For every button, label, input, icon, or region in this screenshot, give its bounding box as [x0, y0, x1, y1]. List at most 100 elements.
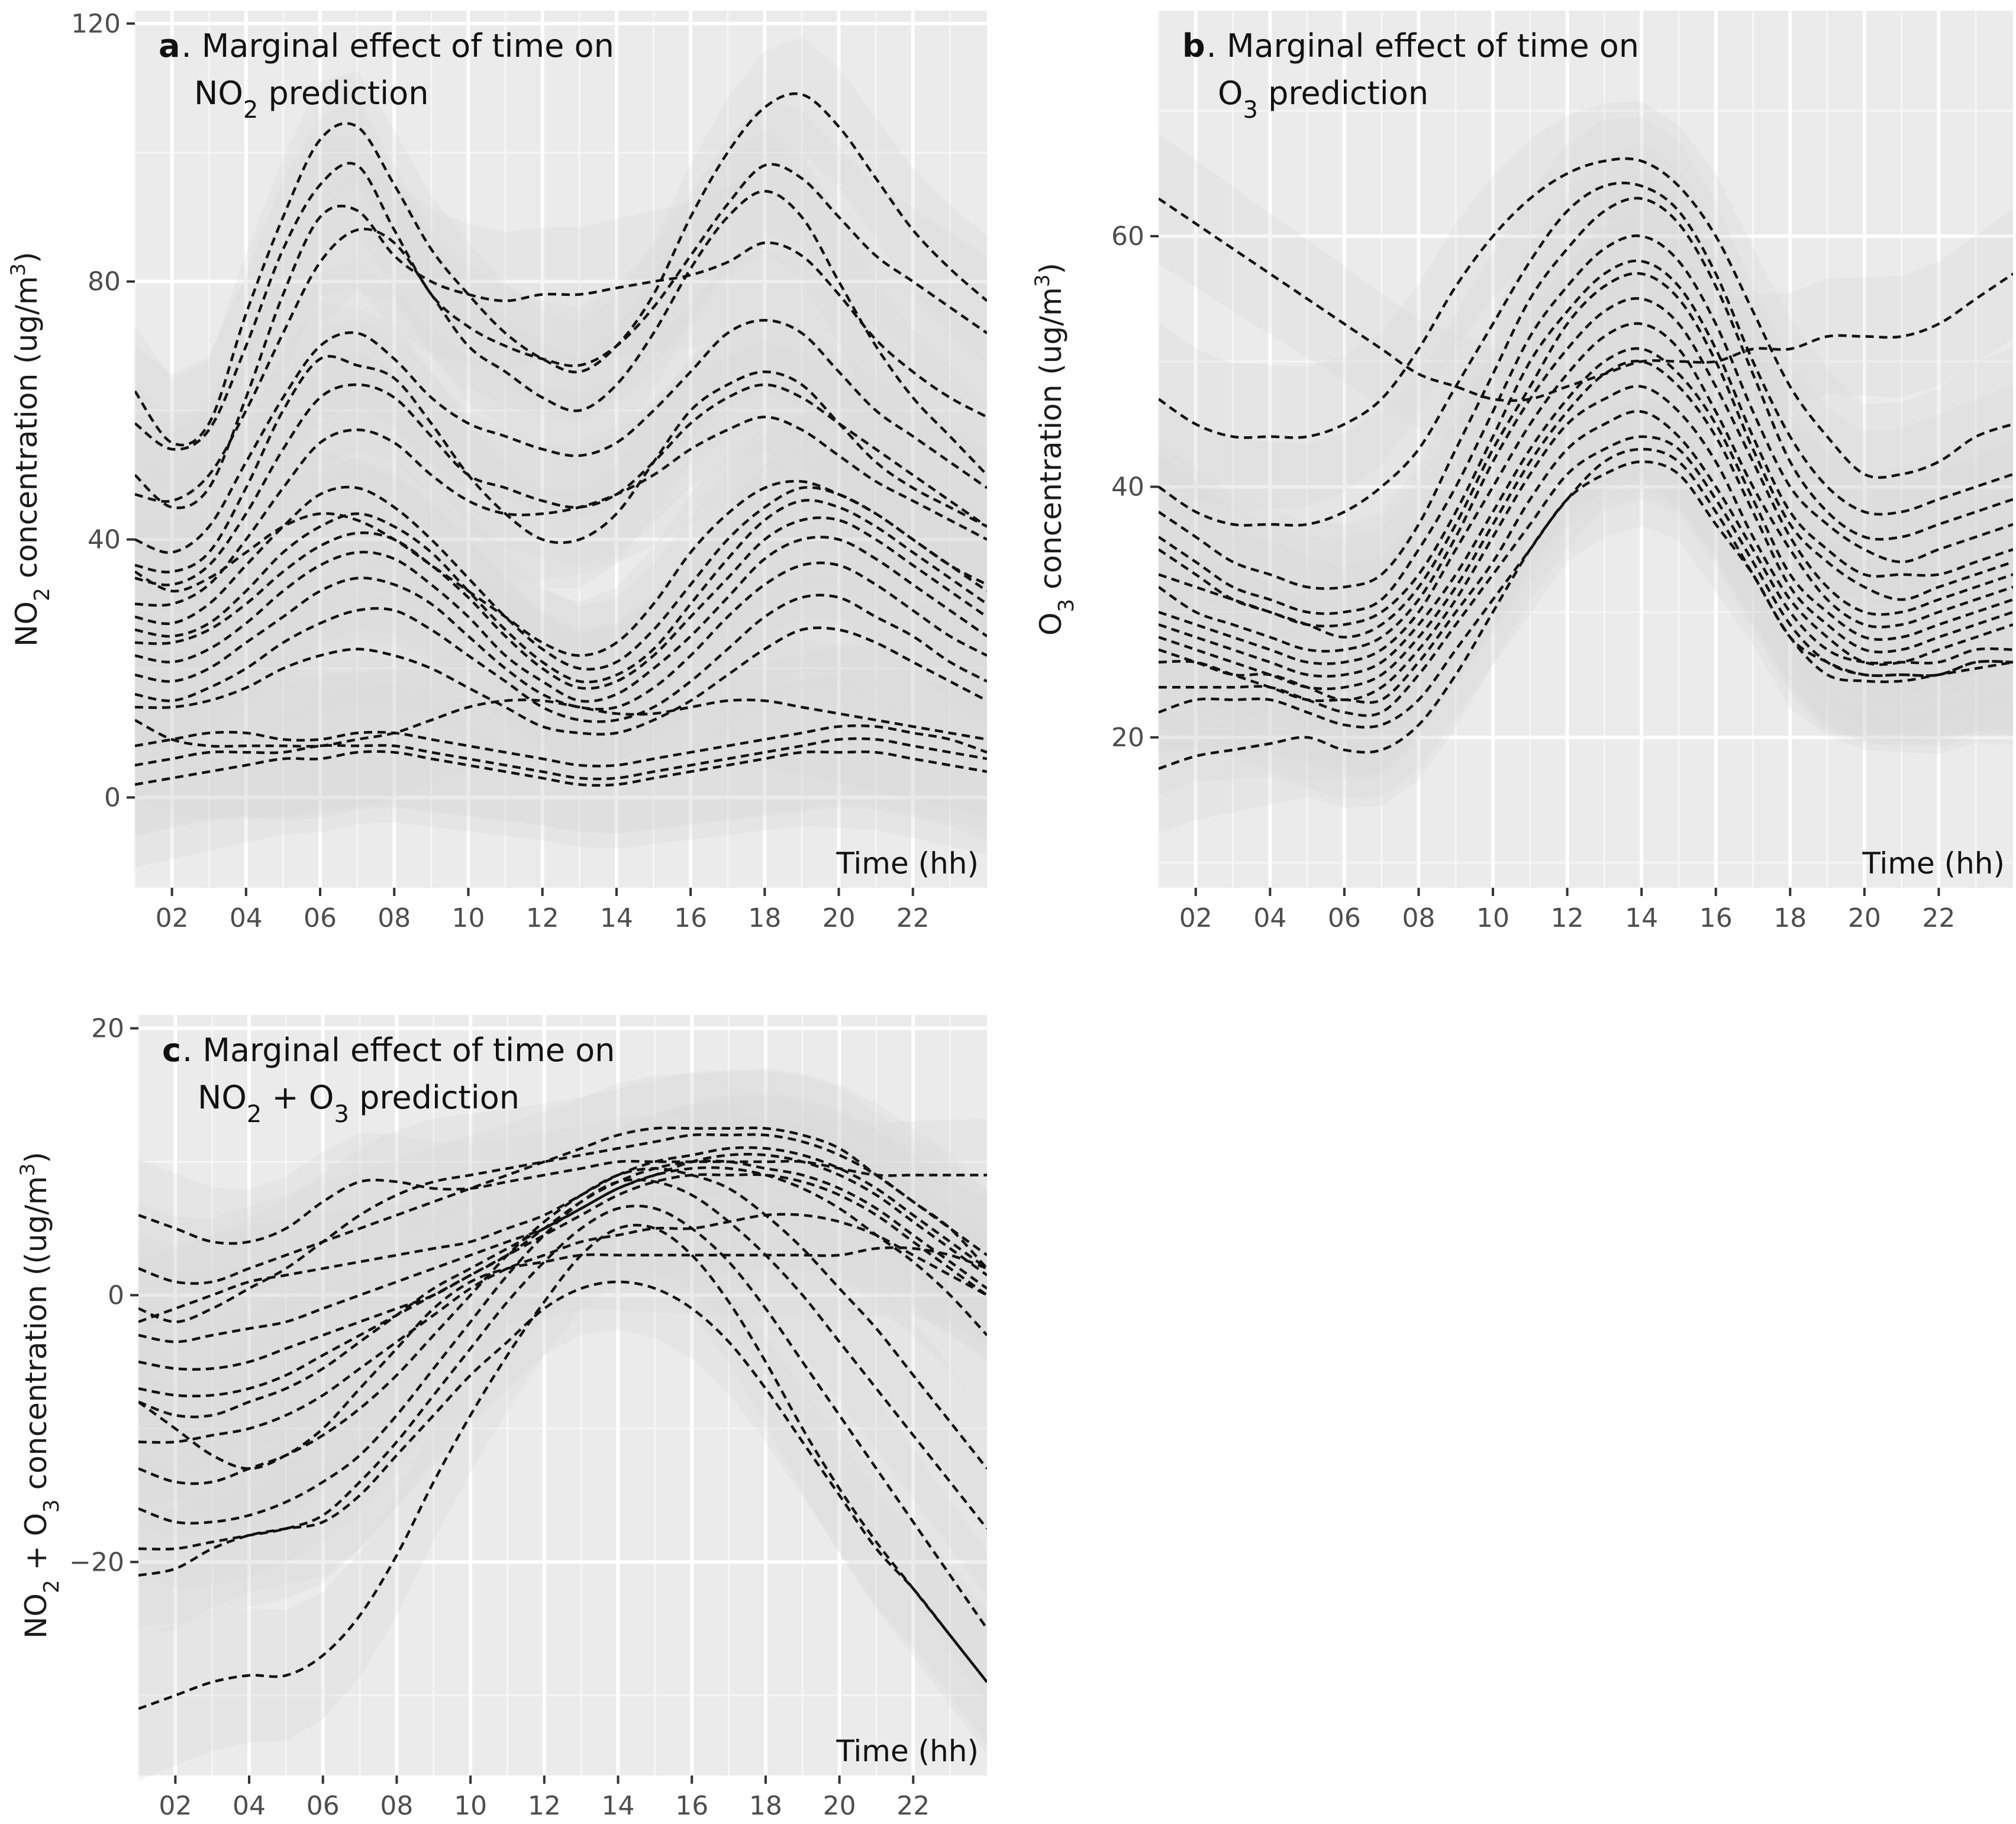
- series-line-14: [135, 561, 987, 711]
- x-tick-label: 16: [674, 903, 707, 933]
- x-tick-label: 18: [1773, 903, 1807, 933]
- series-line-2: [1159, 157, 2013, 479]
- panel-title-line2: O3 prediction: [1218, 75, 1428, 124]
- series-line-6: [135, 355, 987, 573]
- ribbon-9: [1159, 269, 2013, 727]
- x-tick-label: 20: [822, 903, 856, 933]
- series-line-13: [135, 536, 987, 703]
- series-line-11: [138, 1167, 987, 1485]
- series-line-5: [138, 1153, 987, 1343]
- series-line-7: [135, 383, 987, 586]
- y-tick-label: 0: [108, 1280, 124, 1310]
- x-tick-label: 12: [1551, 903, 1584, 933]
- series-line-15: [1159, 460, 2013, 729]
- x-tick-label: 14: [600, 903, 633, 933]
- series-line-2: [138, 1126, 987, 1285]
- series-line-7: [1159, 272, 2013, 639]
- series-line-6: [138, 1159, 987, 1371]
- y-axis-title: NO2 concentration (ug/m3): [7, 252, 54, 646]
- ribbon-12: [138, 1128, 987, 1596]
- confidence-ribbons: [135, 37, 987, 868]
- ribbon-7: [1159, 214, 2013, 705]
- x-axis-title: Time (hh): [1862, 846, 2005, 881]
- x-tick-label: 02: [159, 1791, 192, 1821]
- gridlines: [1157, 11, 2013, 888]
- ribbon-17: [135, 634, 987, 820]
- ribbon-14: [1159, 381, 2013, 776]
- x-tick-label: 06: [304, 903, 337, 933]
- plot-background: [1159, 11, 2013, 888]
- x-tick-label: 04: [230, 903, 263, 933]
- series-line-5: [135, 318, 987, 554]
- series-line-7: [138, 1173, 987, 1398]
- series-line-8: [135, 415, 987, 607]
- x-tick-label: 06: [1328, 903, 1361, 933]
- plot-background: [135, 11, 987, 888]
- panel-letter: c: [162, 1032, 181, 1069]
- series-line-15: [138, 1223, 987, 1710]
- x-tick-label: 20: [1848, 903, 1881, 933]
- x-tick-label: 08: [380, 1791, 413, 1821]
- panel-title-line2: NO2 + O3 prediction: [198, 1079, 520, 1128]
- ribbon-4: [135, 130, 987, 571]
- ribbon-8: [135, 340, 987, 693]
- ribbon-1: [138, 1111, 987, 1296]
- panel-title-text: Marginal effect of time on: [202, 1032, 615, 1069]
- x-tick-label: 04: [1253, 903, 1286, 933]
- x-tick-label: 06: [307, 1791, 340, 1821]
- x-tick-label: 22: [896, 1791, 930, 1821]
- y-axis-title: O3 concentration (ug/m3): [1031, 263, 1079, 636]
- panel-letter: a: [159, 27, 180, 65]
- ribbon-2: [138, 1071, 987, 1348]
- x-tick-label: 12: [526, 903, 559, 933]
- series-line-8: [1159, 297, 2013, 653]
- x-tick-label: 22: [1922, 903, 1955, 933]
- x-tick-label: 18: [749, 1791, 782, 1821]
- series-line-11: [1159, 359, 2013, 691]
- ribbon-15: [135, 522, 987, 785]
- ribbon-20: [135, 675, 987, 868]
- x-tick-label: 14: [1625, 903, 1658, 933]
- series-line-2: [135, 162, 987, 451]
- ribbon-7: [138, 1117, 987, 1461]
- y-axis-title: NO2 + O3 concentration ((ug/m3): [16, 1152, 64, 1639]
- series-line-12: [1159, 385, 2013, 701]
- ribbon-5: [1159, 172, 2013, 688]
- series-line-16: [135, 626, 987, 736]
- ribbon-11: [1159, 311, 2013, 747]
- panel-title-text: Marginal effect of time on: [202, 27, 614, 65]
- x-tick-label: 12: [528, 1791, 561, 1821]
- ribbon-4: [138, 1095, 987, 1384]
- y-tick-label: 120: [71, 9, 121, 39]
- ribbon-14: [135, 500, 987, 762]
- ribbon-10: [138, 1180, 987, 1536]
- series-line-11: [135, 498, 987, 684]
- series-line-20: [135, 750, 987, 787]
- series-line-10: [135, 485, 987, 671]
- ribbon-8: [138, 1103, 987, 1491]
- series-line-3: [138, 1133, 987, 1323]
- y-tick-label: 40: [1111, 472, 1144, 502]
- ribbon-16: [1159, 398, 2013, 834]
- panel-title: c. Marginal effect of time on: [162, 1032, 615, 1069]
- ribbon-12: [1159, 327, 2013, 768]
- series-lines: [135, 92, 987, 787]
- series-line-9: [1159, 322, 2013, 665]
- ribbon-13: [138, 1147, 987, 1706]
- series-line-14: [138, 1280, 987, 1683]
- x-tick-label: 02: [1179, 903, 1212, 933]
- series-line-3: [135, 204, 987, 510]
- series-line-9: [138, 1213, 987, 1444]
- series-line-10: [1159, 347, 2013, 678]
- ribbon-1: [135, 37, 987, 507]
- panel-b: 20 40 60 02 04 06 08 10 12 14 16 18 20 22 Time (hh) O3 …: [1031, 11, 2013, 933]
- x-tick-label: 20: [823, 1791, 856, 1821]
- series-lines: [138, 1126, 987, 1710]
- ribbon-3: [135, 134, 987, 594]
- ribbon-15: [1159, 397, 2013, 798]
- ribbon-6: [138, 1114, 987, 1424]
- x-tick-label: 08: [378, 903, 411, 933]
- ribbon-1: [1159, 133, 2013, 451]
- gridlines: [134, 11, 987, 888]
